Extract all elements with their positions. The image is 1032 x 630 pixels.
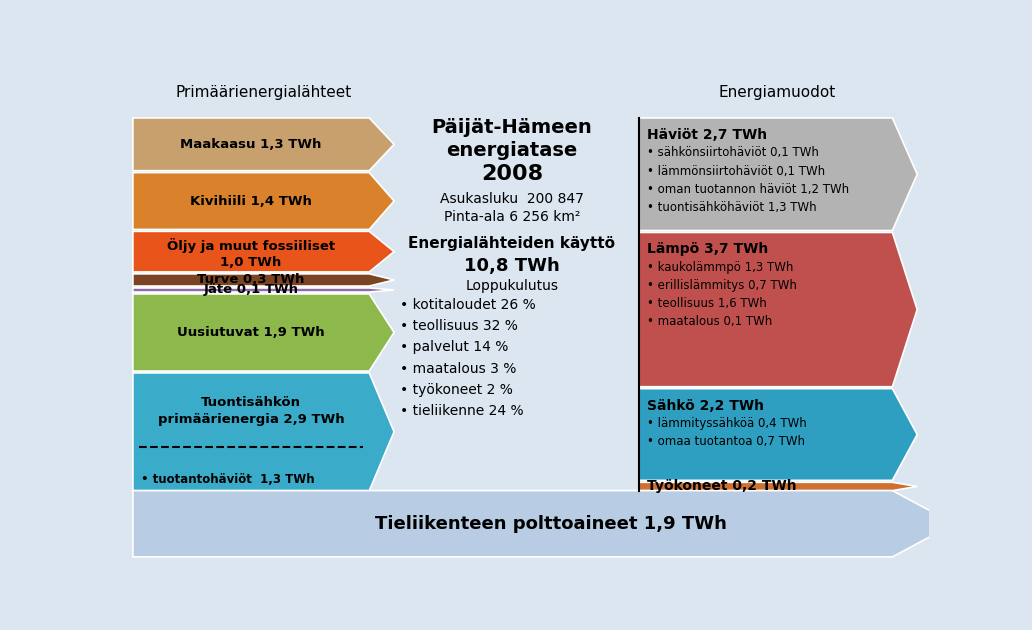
Text: • omaa tuotantoa 0,7 TWh: • omaa tuotantoa 0,7 TWh (647, 435, 805, 448)
Text: • tieliikenne 24 %: • tieliikenne 24 % (400, 404, 524, 418)
Text: energiatase: energiatase (446, 140, 578, 160)
Polygon shape (639, 118, 917, 231)
Text: 2008: 2008 (481, 164, 543, 184)
Text: • erillislämmitys 0,7 TWh: • erillislämmitys 0,7 TWh (647, 279, 797, 292)
Polygon shape (133, 118, 394, 171)
Polygon shape (639, 389, 917, 480)
Text: Turve 0,3 TWh: Turve 0,3 TWh (197, 273, 304, 287)
Text: • palvelut 14 %: • palvelut 14 % (400, 340, 509, 355)
Text: Tieliikenteen polttoaineet 1,9 TWh: Tieliikenteen polttoaineet 1,9 TWh (376, 515, 728, 533)
Text: Lämpö 3,7 TWh: Lämpö 3,7 TWh (647, 243, 768, 256)
Text: Päijät-Hämeen: Päijät-Hämeen (431, 118, 592, 137)
Text: • kaukolämmpö 1,3 TWh: • kaukolämmpö 1,3 TWh (647, 261, 793, 274)
Text: Työkoneet 0,2 TWh: Työkoneet 0,2 TWh (647, 479, 797, 493)
Text: 1,0 TWh: 1,0 TWh (221, 256, 282, 269)
Text: • oman tuotannon häviöt 1,2 TWh: • oman tuotannon häviöt 1,2 TWh (647, 183, 849, 196)
Text: Loppukulutus: Loppukulutus (465, 279, 558, 293)
Text: primäärienergia 2,9 TWh: primäärienergia 2,9 TWh (158, 413, 345, 426)
Text: Asukasluku  200 847: Asukasluku 200 847 (440, 192, 584, 206)
Text: • sähkönsiirtohäviöt 0,1 TWh: • sähkönsiirtohäviöt 0,1 TWh (647, 146, 818, 159)
Bar (385, 76, 639, 491)
Text: 10,8 TWh: 10,8 TWh (464, 257, 559, 275)
Polygon shape (133, 173, 394, 229)
Text: Primäärienergialähteet: Primäärienergialähteet (175, 85, 352, 100)
Text: Uusiutuvat 1,9 TWh: Uusiutuvat 1,9 TWh (178, 326, 325, 339)
Text: Öljy ja muut fossiiliset: Öljy ja muut fossiiliset (167, 238, 335, 253)
Text: Kivihiili 1,4 TWh: Kivihiili 1,4 TWh (190, 195, 312, 207)
Text: • tuotantohäviöt  1,3 TWh: • tuotantohäviöt 1,3 TWh (140, 473, 315, 486)
Text: Tuontisähkön: Tuontisähkön (201, 396, 301, 409)
Text: • teollisuus 32 %: • teollisuus 32 % (400, 319, 518, 333)
Text: • tuontisähköhäviöt 1,3 TWh: • tuontisähköhäviöt 1,3 TWh (647, 201, 816, 214)
Polygon shape (133, 274, 394, 286)
Text: • työkoneet 2 %: • työkoneet 2 % (400, 383, 513, 397)
Text: • teollisuus 1,6 TWh: • teollisuus 1,6 TWh (647, 297, 767, 310)
Polygon shape (133, 491, 955, 557)
Text: Jäte 0,1 TWh: Jäte 0,1 TWh (203, 284, 298, 297)
Text: • maatalous 3 %: • maatalous 3 % (400, 362, 517, 375)
Text: Häviöt 2,7 TWh: Häviöt 2,7 TWh (647, 128, 767, 142)
Text: Pinta-ala 6 256 km²: Pinta-ala 6 256 km² (444, 210, 580, 224)
Polygon shape (639, 483, 917, 491)
Text: Energialähteiden käyttö: Energialähteiden käyttö (409, 236, 615, 251)
Text: • lämmönsiirtohäviöt 0,1 TWh: • lämmönsiirtohäviöt 0,1 TWh (647, 164, 825, 178)
Polygon shape (133, 231, 394, 272)
Polygon shape (639, 232, 917, 387)
Text: • kotitaloudet 26 %: • kotitaloudet 26 % (400, 298, 536, 312)
Polygon shape (133, 288, 394, 292)
Text: Sähkö 2,2 TWh: Sähkö 2,2 TWh (647, 399, 764, 413)
Text: • maatalous 0,1 TWh: • maatalous 0,1 TWh (647, 315, 772, 328)
Polygon shape (133, 294, 394, 371)
Polygon shape (133, 373, 394, 491)
Text: Energiamuodot: Energiamuodot (718, 85, 836, 100)
Text: Maakaasu 1,3 TWh: Maakaasu 1,3 TWh (181, 138, 322, 151)
Text: • lämmityssähköä 0,4 TWh: • lämmityssähköä 0,4 TWh (647, 417, 806, 430)
